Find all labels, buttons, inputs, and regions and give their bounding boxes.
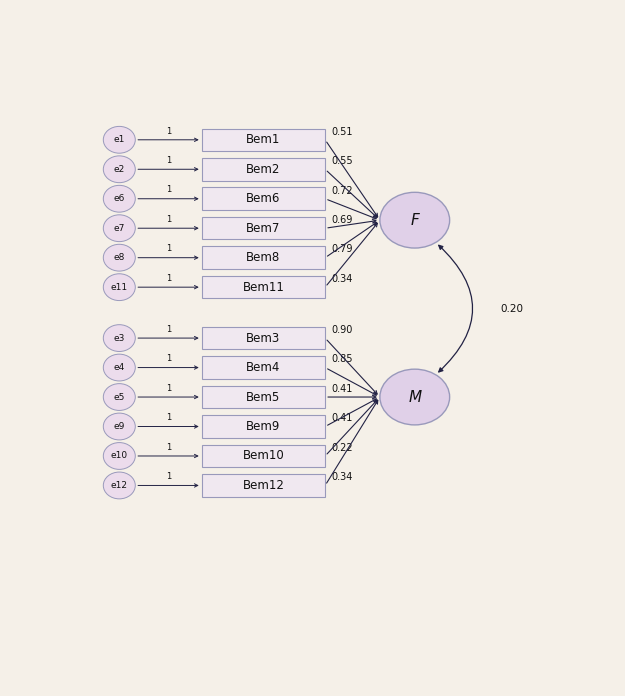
Text: 1: 1 — [166, 244, 171, 253]
FancyBboxPatch shape — [202, 356, 325, 379]
Text: 0.51: 0.51 — [331, 127, 353, 136]
Ellipse shape — [103, 127, 135, 153]
Text: 1: 1 — [166, 354, 171, 363]
Text: Bem1: Bem1 — [246, 134, 281, 146]
FancyBboxPatch shape — [202, 158, 325, 180]
Text: Bem2: Bem2 — [246, 163, 281, 176]
Text: e5: e5 — [114, 393, 125, 402]
Text: 0.69: 0.69 — [331, 215, 353, 225]
Ellipse shape — [103, 472, 135, 499]
Ellipse shape — [380, 192, 449, 248]
FancyBboxPatch shape — [202, 187, 325, 210]
FancyBboxPatch shape — [202, 129, 325, 151]
Text: e2: e2 — [114, 165, 125, 174]
FancyBboxPatch shape — [202, 246, 325, 269]
Text: Bem8: Bem8 — [246, 251, 281, 264]
Text: e9: e9 — [114, 422, 125, 431]
Ellipse shape — [103, 383, 135, 411]
Text: e4: e4 — [114, 363, 125, 372]
Ellipse shape — [103, 324, 135, 351]
Text: Bem9: Bem9 — [246, 420, 281, 433]
FancyBboxPatch shape — [202, 445, 325, 467]
Text: 1: 1 — [166, 156, 171, 165]
Text: 1: 1 — [166, 185, 171, 194]
Text: 0.34: 0.34 — [331, 274, 353, 284]
Ellipse shape — [103, 185, 135, 212]
Text: M: M — [408, 390, 421, 404]
Text: e10: e10 — [111, 452, 128, 461]
FancyBboxPatch shape — [202, 386, 325, 409]
Text: 1: 1 — [166, 127, 171, 136]
Text: e8: e8 — [114, 253, 125, 262]
FancyBboxPatch shape — [202, 217, 325, 239]
Ellipse shape — [380, 369, 449, 425]
Ellipse shape — [103, 244, 135, 271]
Text: 1: 1 — [166, 443, 171, 452]
Text: 1: 1 — [166, 472, 171, 481]
Text: Bem3: Bem3 — [246, 331, 281, 345]
Text: Bem7: Bem7 — [246, 222, 281, 235]
FancyBboxPatch shape — [202, 327, 325, 349]
Text: e12: e12 — [111, 481, 128, 490]
Ellipse shape — [103, 443, 135, 469]
Text: 0.41: 0.41 — [331, 383, 353, 394]
Text: e7: e7 — [114, 223, 125, 232]
Text: e6: e6 — [114, 194, 125, 203]
Text: 0.20: 0.20 — [500, 303, 523, 314]
Text: 1: 1 — [166, 325, 171, 334]
Text: Bem4: Bem4 — [246, 361, 281, 374]
Text: Bem12: Bem12 — [242, 479, 284, 492]
Text: e3: e3 — [114, 333, 125, 342]
Text: 0.90: 0.90 — [331, 325, 353, 335]
Text: e1: e1 — [114, 135, 125, 144]
Text: 1: 1 — [166, 383, 171, 393]
Ellipse shape — [103, 274, 135, 301]
Text: 0.72: 0.72 — [331, 186, 353, 196]
Text: 0.22: 0.22 — [331, 443, 353, 453]
Text: Bem11: Bem11 — [242, 280, 284, 294]
Text: 1: 1 — [166, 274, 171, 283]
Text: 1: 1 — [166, 215, 171, 224]
Text: Bem5: Bem5 — [246, 390, 281, 404]
Text: 1: 1 — [166, 413, 171, 422]
Text: 0.55: 0.55 — [331, 156, 353, 166]
Text: F: F — [411, 213, 419, 228]
Ellipse shape — [103, 156, 135, 182]
Ellipse shape — [103, 215, 135, 242]
Ellipse shape — [103, 354, 135, 381]
Text: 0.85: 0.85 — [331, 354, 353, 364]
FancyBboxPatch shape — [202, 276, 325, 299]
FancyArrowPatch shape — [439, 245, 472, 372]
Text: Bem10: Bem10 — [242, 450, 284, 462]
Text: 0.34: 0.34 — [331, 473, 353, 482]
FancyBboxPatch shape — [202, 474, 325, 497]
Text: e11: e11 — [111, 283, 128, 292]
Ellipse shape — [103, 413, 135, 440]
Text: 0.41: 0.41 — [331, 413, 353, 423]
Text: 0.79: 0.79 — [331, 244, 353, 255]
Text: Bem6: Bem6 — [246, 192, 281, 205]
FancyBboxPatch shape — [202, 416, 325, 438]
